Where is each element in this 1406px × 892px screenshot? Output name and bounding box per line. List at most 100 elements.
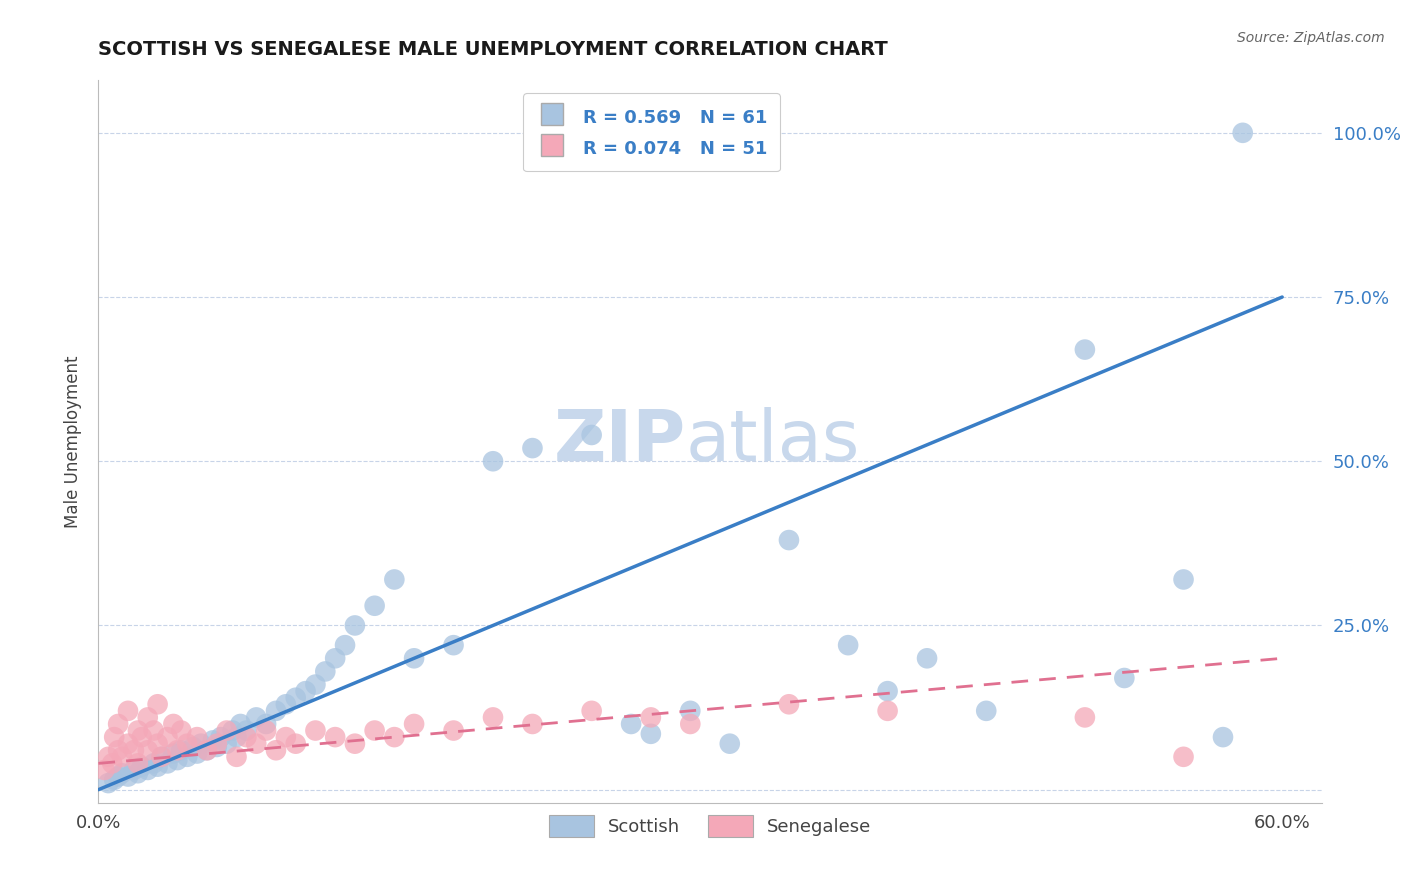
Point: [181, 739, 204, 754]
Point: [127, 756, 149, 771]
Point: [103, 730, 125, 744]
Point: [190, 737, 212, 751]
Point: [876, 684, 898, 698]
Point: [254, 723, 277, 738]
Point: [620, 717, 643, 731]
Point: [225, 730, 247, 744]
Point: [343, 737, 366, 751]
Y-axis label: Male Unemployment: Male Unemployment: [63, 355, 82, 528]
Point: [97, 776, 120, 790]
Point: [482, 710, 505, 724]
Point: [117, 737, 139, 751]
Point: [304, 677, 326, 691]
Point: [229, 717, 252, 731]
Point: [150, 749, 173, 764]
Point: [205, 739, 228, 754]
Point: [150, 749, 173, 764]
Point: [195, 743, 218, 757]
Point: [640, 710, 662, 724]
Point: [201, 733, 224, 747]
Point: [162, 717, 184, 731]
Legend: Scottish, Senegalese: Scottish, Senegalese: [541, 808, 879, 845]
Point: [107, 717, 129, 731]
Point: [274, 698, 297, 712]
Point: [93, 763, 115, 777]
Point: [176, 737, 198, 751]
Point: [404, 717, 426, 731]
Point: [221, 723, 243, 738]
Point: [205, 737, 228, 751]
Point: [1173, 573, 1195, 587]
Point: [343, 618, 366, 632]
Point: [264, 704, 287, 718]
Point: [284, 737, 307, 751]
Point: [156, 730, 179, 744]
Point: [245, 737, 267, 751]
Point: [264, 743, 287, 757]
Point: [333, 638, 356, 652]
Point: [482, 454, 505, 468]
Point: [166, 743, 188, 757]
Point: [581, 704, 603, 718]
Point: [107, 743, 129, 757]
Point: [215, 737, 238, 751]
Text: atlas: atlas: [686, 407, 860, 476]
Point: [1232, 126, 1254, 140]
Point: [679, 717, 702, 731]
Point: [323, 651, 346, 665]
Point: [778, 533, 800, 547]
Point: [162, 747, 184, 761]
Text: Source: ZipAtlas.com: Source: ZipAtlas.com: [1237, 31, 1385, 45]
Point: [640, 727, 662, 741]
Point: [186, 747, 208, 761]
Point: [876, 704, 898, 718]
Point: [363, 723, 385, 738]
Point: [581, 428, 603, 442]
Point: [915, 651, 938, 665]
Point: [122, 763, 145, 777]
Point: [235, 730, 257, 744]
Text: SCOTTISH VS SENEGALESE MALE UNEMPLOYMENT CORRELATION CHART: SCOTTISH VS SENEGALESE MALE UNEMPLOYMENT…: [98, 40, 889, 59]
Point: [127, 723, 149, 738]
Point: [142, 723, 165, 738]
Point: [522, 717, 544, 731]
Point: [111, 766, 134, 780]
Point: [131, 730, 153, 744]
Point: [323, 730, 346, 744]
Point: [363, 599, 385, 613]
Point: [404, 651, 426, 665]
Point: [146, 760, 169, 774]
Point: [127, 766, 149, 780]
Point: [146, 698, 169, 712]
Point: [117, 704, 139, 718]
Text: ZIP: ZIP: [554, 407, 686, 476]
Point: [136, 763, 159, 777]
Point: [245, 710, 267, 724]
Point: [107, 770, 129, 784]
Point: [111, 749, 134, 764]
Point: [382, 730, 405, 744]
Point: [274, 730, 297, 744]
Point: [974, 704, 997, 718]
Point: [1074, 710, 1097, 724]
Point: [209, 730, 232, 744]
Point: [382, 573, 405, 587]
Point: [117, 770, 139, 784]
Point: [679, 704, 702, 718]
Point: [170, 743, 193, 757]
Point: [166, 753, 188, 767]
Point: [176, 749, 198, 764]
Point: [101, 756, 124, 771]
Point: [235, 723, 257, 738]
Point: [304, 723, 326, 738]
Point: [1114, 671, 1136, 685]
Point: [136, 743, 159, 757]
Point: [284, 690, 307, 705]
Point: [186, 730, 208, 744]
Point: [122, 743, 145, 757]
Point: [1074, 343, 1097, 357]
Point: [837, 638, 859, 652]
Point: [142, 756, 165, 771]
Point: [97, 749, 120, 764]
Point: [225, 749, 247, 764]
